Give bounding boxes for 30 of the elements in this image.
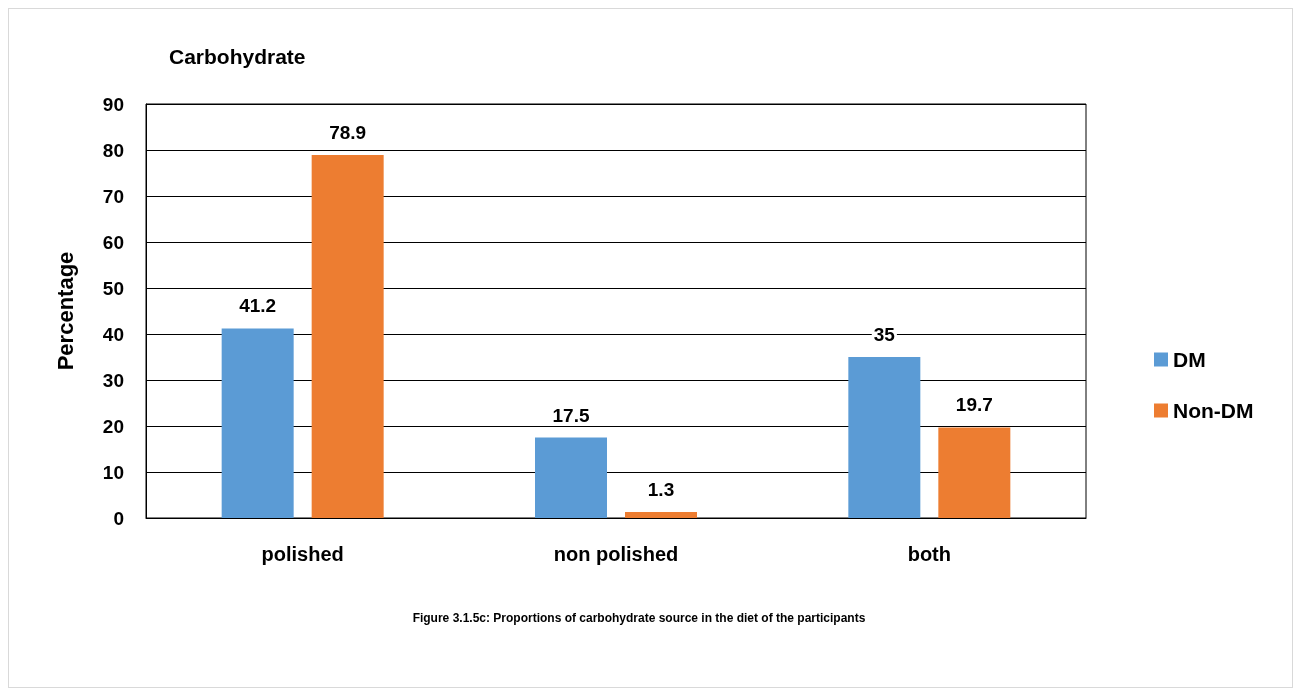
y-tick-label: 60 <box>102 231 124 253</box>
y-axis-title: Percentage <box>52 251 78 371</box>
y-tick-label: 80 <box>102 139 124 161</box>
data-label: 41.2 <box>239 295 277 317</box>
chart-title: Carbohydrate <box>169 45 306 68</box>
x-tick-label: both <box>907 543 951 565</box>
data-label: 1.3 <box>647 479 675 501</box>
y-tick-label: 90 <box>102 93 124 115</box>
bar <box>625 512 697 518</box>
x-tick-label: non polished <box>553 543 679 565</box>
bar <box>848 357 921 518</box>
bar <box>535 437 607 518</box>
legend-label: DM <box>1173 348 1206 371</box>
y-tick-label: 10 <box>102 461 124 483</box>
data-label: 35 <box>873 324 896 345</box>
data-label: 78.9 <box>329 122 367 144</box>
data-label: 17.5 <box>552 404 590 426</box>
y-tick-label: 0 <box>113 507 124 529</box>
bar <box>938 427 1011 518</box>
x-tick-label: polished <box>261 543 344 565</box>
y-tick-label: 70 <box>102 185 124 207</box>
bar <box>221 328 294 518</box>
y-tick-label: 50 <box>102 277 124 299</box>
y-tick-label: 20 <box>102 415 124 437</box>
bar <box>311 155 384 518</box>
y-tick-label: 40 <box>102 323 124 345</box>
caption: Figure 3.1.5c: Proportions of carbohydrate source in the diet of the participants <box>412 611 866 625</box>
legend-label: Non-DM <box>1173 399 1254 422</box>
y-tick-label: 30 <box>102 369 124 391</box>
data-label: 19.7 <box>955 394 993 416</box>
